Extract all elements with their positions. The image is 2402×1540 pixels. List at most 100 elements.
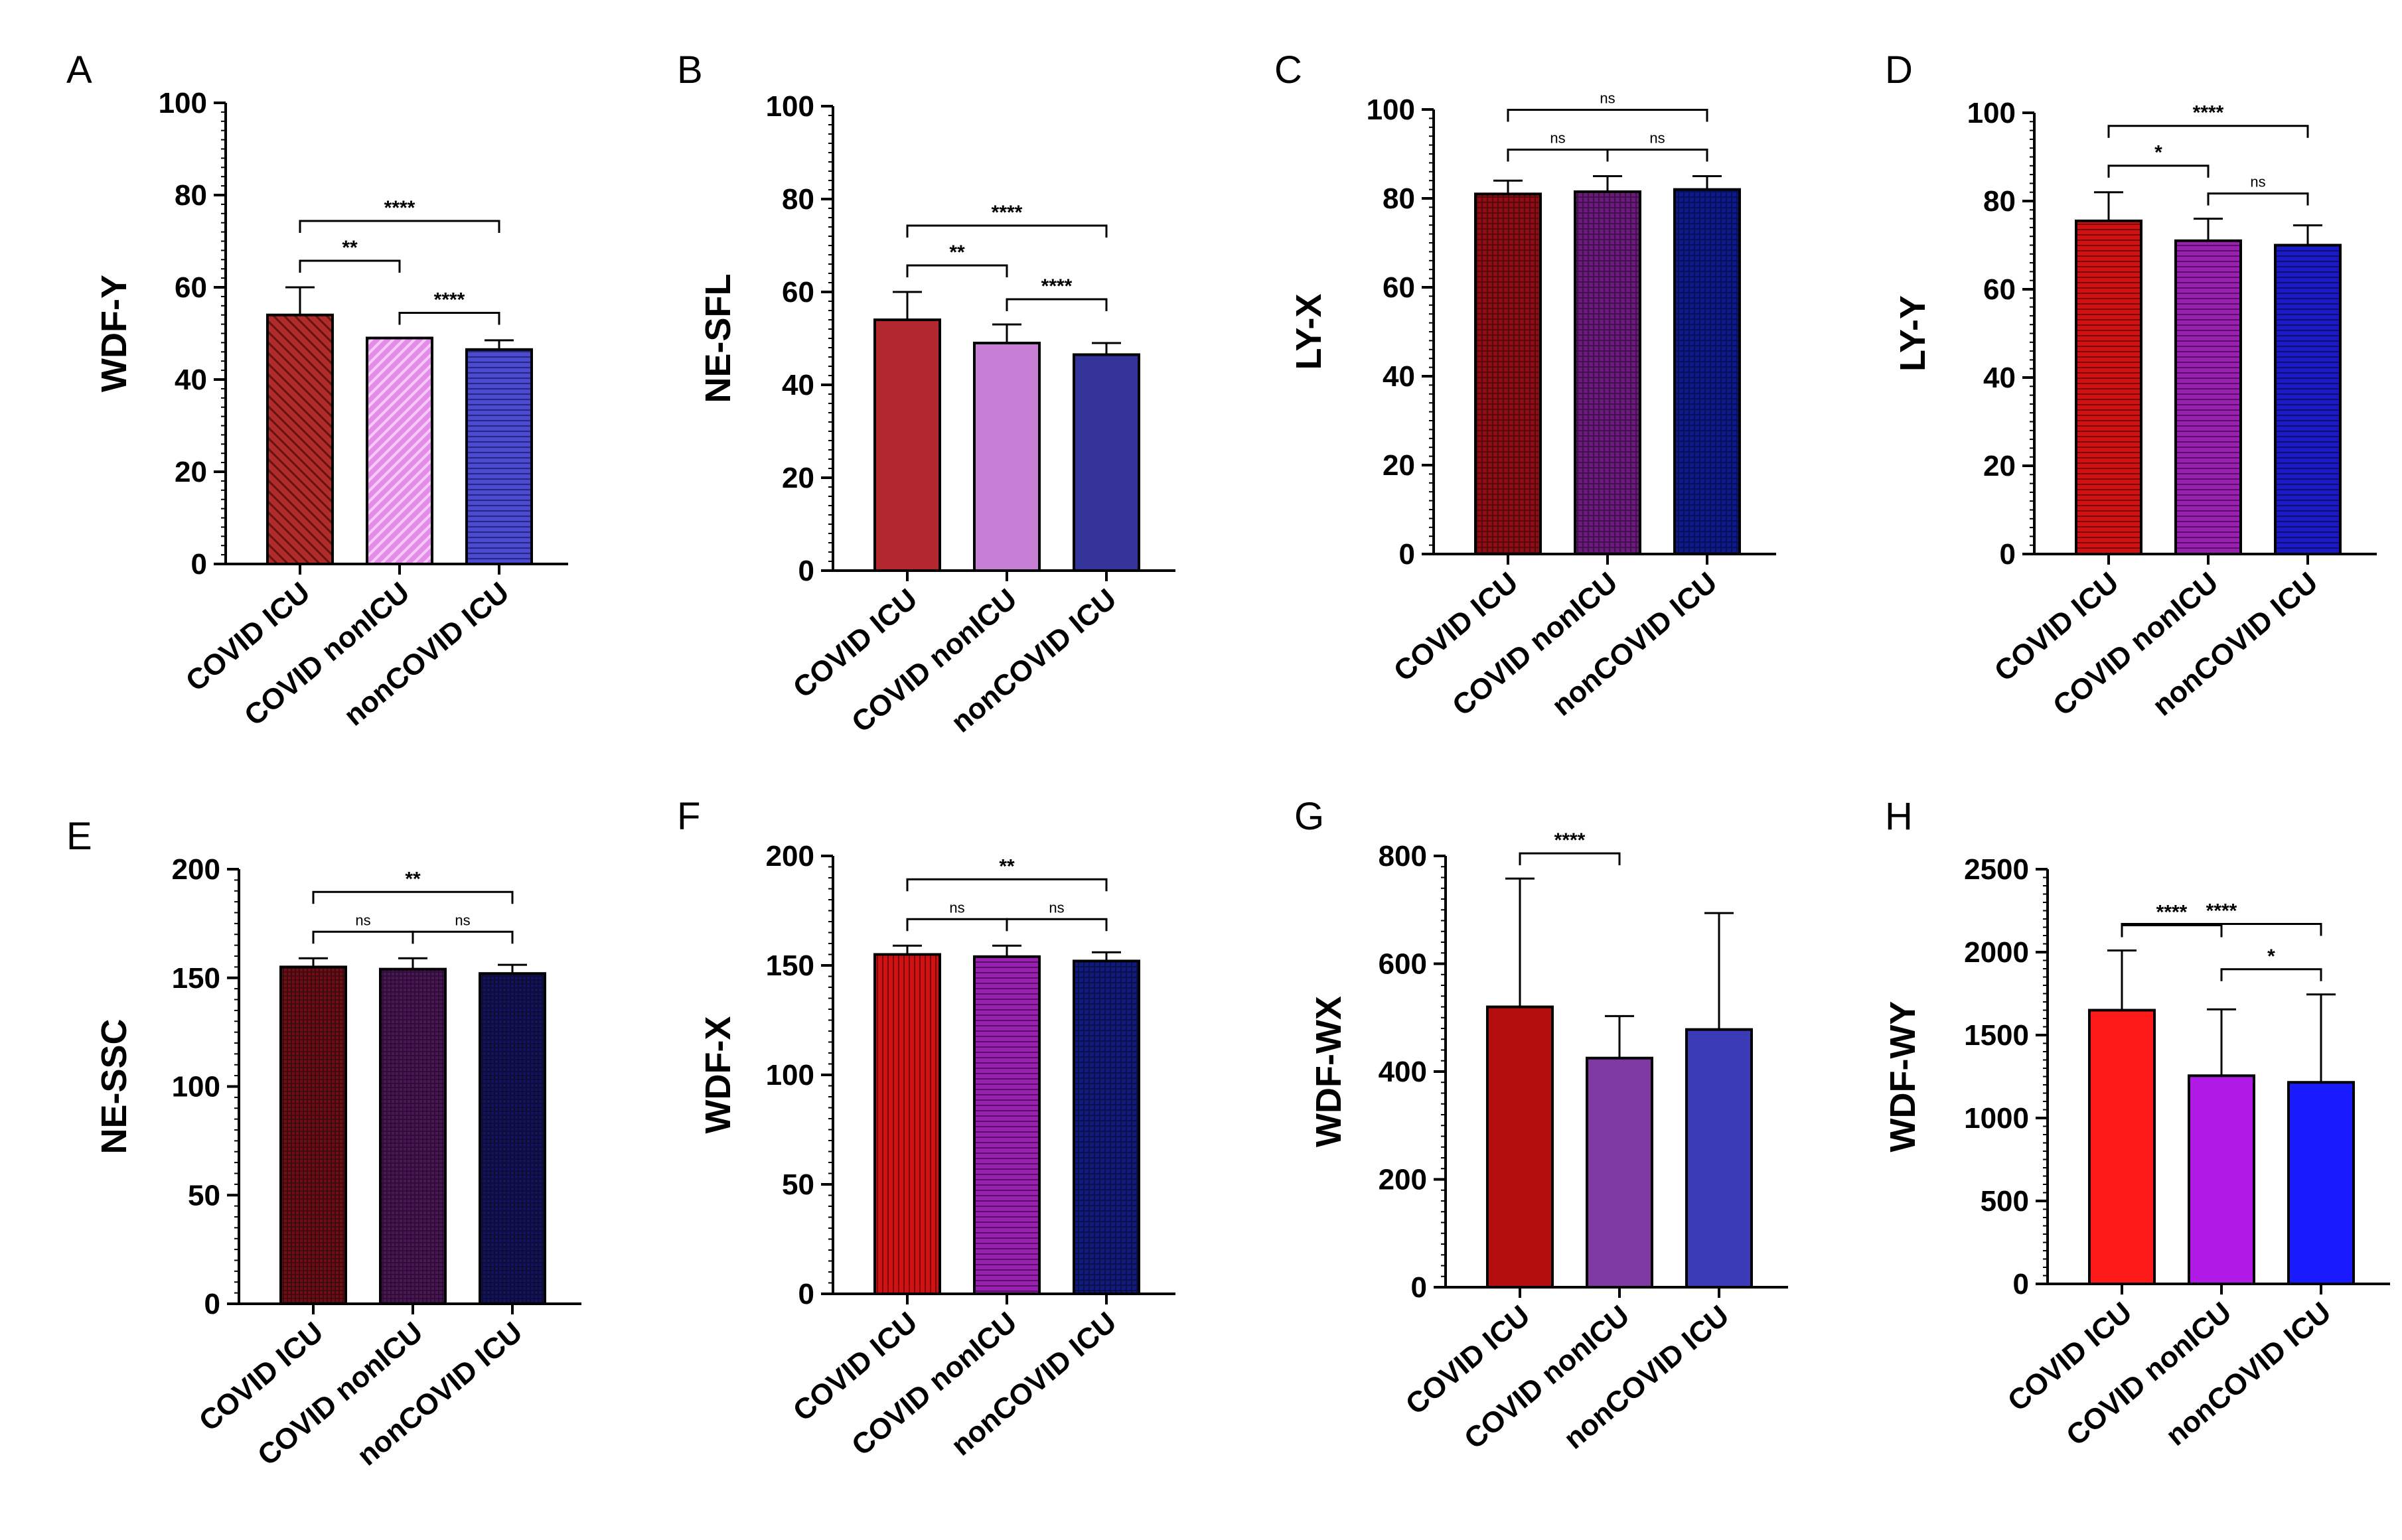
- y-tick-label: 80: [1983, 185, 2016, 218]
- category-label: nonCOVID ICU: [351, 1316, 528, 1472]
- significance-bracket: [2107, 165, 2210, 178]
- bar-covid-nonicu: [366, 336, 433, 565]
- significance-bracket: [1606, 149, 1708, 162]
- significance-label: *: [2267, 945, 2275, 967]
- panel-letter: H: [1885, 795, 1913, 838]
- bar-noncovid-icu: [1073, 959, 1140, 1296]
- significance-bracket: [1006, 918, 1108, 932]
- significance-label: ns: [1600, 90, 1615, 107]
- significance-bracket: [2220, 968, 2322, 981]
- bar-noncovid-icu: [1073, 353, 1140, 572]
- y-tick-label: 0: [798, 555, 814, 587]
- significance-label: ns: [2250, 174, 2265, 190]
- bar-covid-icu: [873, 318, 941, 572]
- y-axis-label: NE-SFL: [698, 274, 738, 403]
- panel-letter: C: [1274, 48, 1302, 92]
- category-label: nonCOVID ICU: [1558, 1299, 1735, 1456]
- significance-bracket: [1507, 149, 1609, 162]
- bar-covid-icu: [1474, 192, 1542, 555]
- bar-covid-nonicu: [379, 967, 447, 1306]
- y-tick-label: 40: [1983, 362, 2016, 394]
- significance-bracket: [299, 220, 500, 233]
- y-tick-label: 100: [172, 1071, 220, 1103]
- significance-label: ****: [1041, 275, 1073, 297]
- significance-label: ****: [2156, 902, 2188, 924]
- significance-label: ****: [384, 197, 415, 219]
- significance-label: ****: [2193, 102, 2224, 124]
- significance-bracket: [906, 264, 1008, 277]
- category-label: nonCOVID ICU: [338, 576, 515, 733]
- y-axis-label: WDF-WX: [1309, 996, 1349, 1147]
- significance-bracket: [2107, 125, 2309, 138]
- bar-noncovid-icu: [465, 348, 533, 565]
- category-label: nonCOVID ICU: [2160, 1296, 2337, 1452]
- y-tick-label: 80: [175, 179, 207, 212]
- significance-bracket: [906, 224, 1108, 238]
- y-axis-label: WDF-X: [698, 1016, 738, 1134]
- y-tick-label: 50: [782, 1168, 814, 1201]
- y-tick-label: 80: [782, 183, 814, 216]
- significance-label: ****: [992, 202, 1023, 224]
- y-tick-label: 0: [2000, 538, 2016, 571]
- category-label: COVID nonICU: [846, 1306, 1023, 1462]
- bar-covid-nonicu: [2188, 1074, 2255, 1285]
- bar-covid-icu: [2088, 1009, 2156, 1285]
- bar-covid-nonicu: [1574, 190, 1641, 555]
- category-label: nonCOVID ICU: [1546, 566, 1723, 723]
- bar-covid-icu: [279, 965, 347, 1305]
- y-tick-label: 1500: [1964, 1019, 2029, 1052]
- significance-label: ****: [1554, 829, 1586, 851]
- panel-letter: G: [1294, 795, 1324, 838]
- bar-noncovid-icu: [479, 972, 546, 1305]
- y-axis-label: WDF-WY: [1883, 1001, 1923, 1153]
- significance-label: ****: [2206, 900, 2237, 922]
- significance-label: ns: [1649, 130, 1665, 147]
- y-tick-label: 50: [188, 1179, 220, 1212]
- significance-bracket: [312, 930, 414, 944]
- significance-bracket: [1006, 298, 1108, 311]
- y-tick-label: 400: [1379, 1056, 1427, 1088]
- y-tick-label: 0: [2013, 1268, 2029, 1300]
- bar-covid-icu: [2075, 219, 2142, 555]
- category-label: nonCOVID ICU: [2146, 566, 2324, 723]
- significance-label: ns: [455, 912, 470, 928]
- bar-covid-nonicu: [973, 342, 1041, 572]
- bar-covid-icu: [873, 953, 941, 1295]
- y-axis-label: LY-Y: [1893, 295, 1933, 372]
- y-tick-label: 200: [766, 840, 814, 873]
- significance-bracket: [312, 890, 514, 904]
- y-tick-label: 40: [782, 369, 814, 401]
- y-tick-label: 60: [1983, 273, 2016, 306]
- bar-covid-nonicu: [973, 955, 1041, 1296]
- y-tick-label: 100: [1967, 97, 2016, 129]
- significance-label: ns: [1550, 130, 1565, 147]
- significance-bracket: [2207, 192, 2309, 206]
- category-label: COVID nonICU: [2047, 566, 2224, 723]
- panel-letter: D: [1885, 48, 1913, 92]
- significance-bracket: [398, 311, 500, 325]
- panel-letter: A: [66, 48, 92, 92]
- significance-bracket: [1507, 109, 1708, 122]
- significance-label: **: [405, 868, 421, 890]
- category-label: COVID nonICU: [1446, 566, 1623, 723]
- y-tick-label: 0: [204, 1288, 220, 1320]
- panel-letter: E: [66, 815, 92, 858]
- significance-bracket: [906, 878, 1108, 892]
- panel-letter: B: [677, 48, 703, 92]
- category-label: COVID nonICU: [1458, 1299, 1635, 1456]
- category-label: COVID nonICU: [238, 576, 415, 733]
- y-tick-label: 0: [1399, 538, 1415, 571]
- y-tick-label: 0: [1411, 1271, 1427, 1304]
- y-axis-label: LY-X: [1289, 293, 1329, 370]
- category-label: nonCOVID ICU: [945, 583, 1122, 739]
- y-tick-label: 150: [766, 949, 814, 982]
- y-tick-label: 20: [782, 462, 814, 494]
- y-tick-label: 150: [172, 962, 220, 995]
- significance-label: *: [2154, 142, 2162, 164]
- y-axis-label: WDF-Y: [94, 275, 134, 392]
- significance-bracket: [299, 259, 401, 273]
